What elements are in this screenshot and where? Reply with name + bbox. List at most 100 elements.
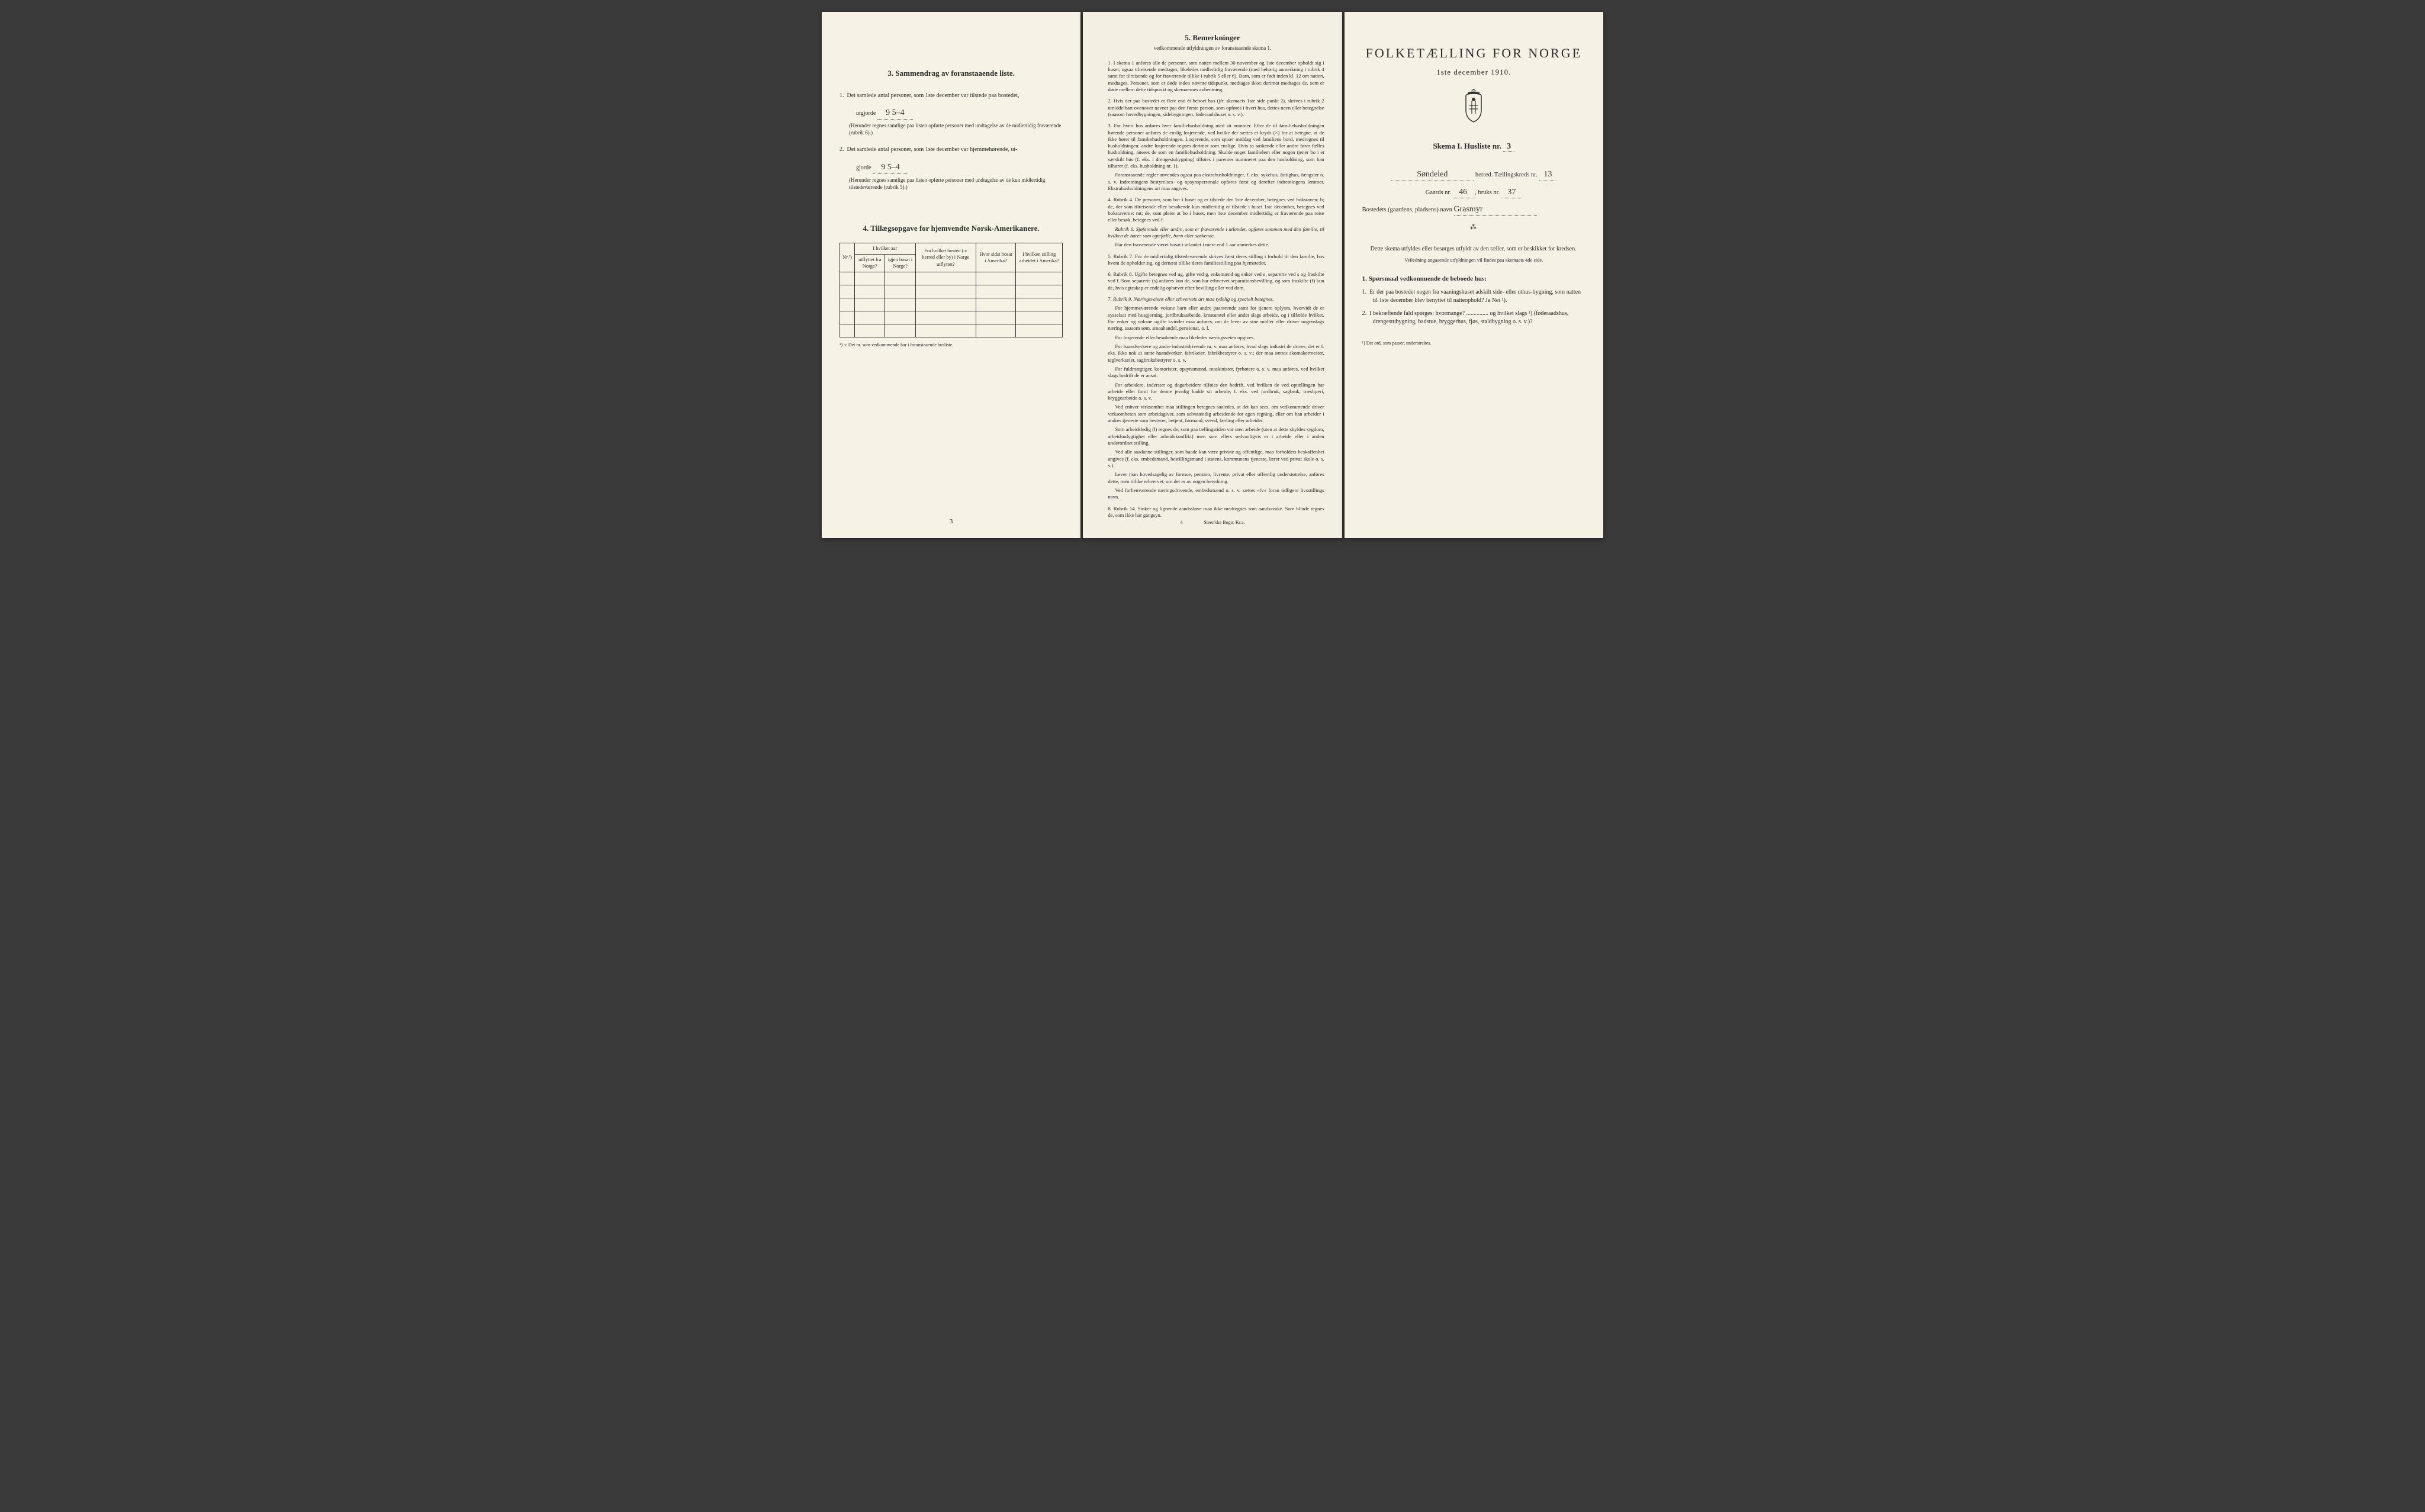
herred-value: Søndeled (1391, 169, 1474, 181)
table-cell (885, 311, 915, 324)
r7-p9: Ved forhenværende næringsdrivende, embed… (1108, 487, 1324, 501)
item1-label: utgjorde (856, 110, 876, 117)
bosted-value: Grasmyr (1454, 204, 1537, 216)
th-year-top: I hvilket aar (855, 243, 916, 254)
table-cell (976, 324, 1016, 337)
bosted-line: Bostedets (gaardens, pladsens) navn Gras… (1362, 204, 1585, 216)
table-cell (855, 298, 885, 311)
table-cell (915, 285, 976, 298)
remark-text: Rubrik 8. Ugifte betegnes ved ug, gifte … (1108, 271, 1324, 291)
remark-3-extra: Foranstaaende regler anvendes ogsaa paa … (1108, 172, 1324, 192)
printer-name: Steen'ske Bogtr. Kr.a. (1204, 520, 1244, 525)
page-3: 3. Sammendrag av foranstaaende liste. 1.… (822, 12, 1080, 538)
gaards-nr: 46 (1453, 187, 1474, 199)
remark-text: Rubrik 4. De personer, som bor i huset o… (1108, 197, 1324, 223)
page-number: 4 (1180, 520, 1182, 525)
census-title: FOLKETÆLLING FOR NORGE (1362, 44, 1585, 62)
emigrant-table: Nr.¹) I hvilket aar Fra hvilket bosted (… (840, 243, 1063, 337)
printer-line: 4 Steen'ske Bogtr. Kr.a. (1083, 520, 1342, 526)
question-1: 1. Er der paa bostedet nogen fra vaaning… (1362, 288, 1585, 305)
summary-item-1: 1. Det samlede antal personer, som 1ste … (840, 92, 1063, 100)
remark-5: 5. Rubrik 7. For de midlertidig tilstede… (1108, 253, 1324, 267)
item2-value-line: gjorde 9 5–4 (856, 162, 1063, 174)
remark-8: 8. Rubrik 14. Sinker og lignende aandssl… (1108, 506, 1324, 519)
table-cell (976, 311, 1016, 324)
page-number: 3 (822, 517, 1080, 526)
table-cell (855, 272, 885, 285)
table-cell (885, 324, 915, 337)
item1-value-line: utgjorde 9 5–4 (856, 108, 1063, 120)
th-emigrated: utflyttet fra Norge? (855, 254, 885, 272)
table-cell (915, 298, 976, 311)
table-cell (1016, 324, 1063, 337)
remark-text: Rubrik 7. For de midlertidig tilstedevær… (1108, 253, 1324, 266)
ornament-icon: ⁂ (1362, 223, 1585, 232)
r7-p4: For arbeidere, inderster og dagarbeidere… (1108, 382, 1324, 402)
instruction-main: Dette skema utfyldes eller besørges utfy… (1362, 245, 1585, 253)
table-cell (1016, 311, 1063, 324)
table-cell (840, 298, 855, 311)
bruks-nr: 37 (1501, 187, 1522, 199)
table-cell (840, 311, 855, 324)
page-4: 5. Bemerkninger vedkommende utfyldningen… (1083, 12, 1342, 538)
herred-label: herred. Tællingskreds nr. (1475, 172, 1538, 178)
table-cell (1016, 272, 1063, 285)
remark-text: Hvis der paa bostedet er flere end ét be… (1108, 98, 1324, 117)
r7-p1: For losjerende eller besøkende maa likel… (1108, 334, 1324, 341)
item2-label: gjorde (856, 165, 871, 171)
table-cell (976, 285, 1016, 298)
remark-4-extra1: Rubrik 6. Sjøfarende eller andre, som er… (1108, 226, 1324, 240)
gaards-line: Gaards nr. 46 , bruks nr. 37 (1362, 187, 1585, 199)
th-returned: igjen bosat i Norge? (885, 254, 915, 272)
r7-p7: Ved alle saadanne stillinger, som baade … (1108, 449, 1324, 469)
table-cell (855, 285, 885, 298)
remark-6: 6. Rubrik 8. Ugifte betegnes ved ug, gif… (1108, 271, 1324, 291)
table-footnote: ¹) ɔ: Det nr. som vedkommende har i fora… (840, 342, 1063, 349)
r7-p5: Ved enhver virksomhet maa stillingen bet… (1108, 404, 1324, 424)
skema-line: Skema I. Husliste nr. 3 (1362, 141, 1585, 153)
bruks-label: , bruks nr. (1475, 189, 1500, 196)
item1-value: 9 5–4 (877, 108, 913, 120)
skema-label: Skema I. Husliste nr. (1433, 141, 1501, 150)
bosted-label: Bostedets (gaardens, pladsens) navn (1362, 207, 1452, 213)
summary-item-2: 2. Det samlede antal personer, som 1ste … (840, 146, 1063, 154)
r7-p3: For fuldmægtiger, kontorister, opsynsmæn… (1108, 366, 1324, 379)
document-spread: 3. Sammendrag av foranstaaende liste. 1.… (822, 12, 1603, 538)
gaards-label: Gaards nr. (1426, 189, 1451, 196)
r7-p2: For haandverkere og andre industridriven… (1108, 343, 1324, 363)
table-cell (915, 324, 976, 337)
remarks-title: 5. Bemerkninger (1101, 33, 1324, 43)
q1-text: Er der paa bostedet nogen fra vaaningshu… (1369, 289, 1581, 304)
item1-note: (Herunder regnes samtlige paa listen opf… (849, 122, 1063, 136)
census-date: 1ste december 1910. (1362, 67, 1585, 78)
th-from: Fra hvilket bosted (ɔ: herred eller by) … (915, 243, 976, 272)
question-2: 2. I bekræftende fald spørges: hvormange… (1362, 310, 1585, 326)
remark-4-extra2: Har den fraværende været bosat i utlande… (1108, 242, 1324, 248)
remark-text: Rubrik 9. Næringsveiens eller erhvervets… (1113, 296, 1274, 302)
question-heading: 1. Spørsmaal vedkommende de beboede hus: (1362, 275, 1585, 284)
table-cell (840, 285, 855, 298)
table-cell (855, 324, 885, 337)
table-cell (1016, 285, 1063, 298)
item2-note: (Herunder regnes samtlige paa listen opf… (849, 176, 1063, 191)
instruction-note: Veiledning angaaende utfyldningen vil fi… (1362, 257, 1585, 264)
remark-2: 2. Hvis der paa bostedet er flere end ét… (1108, 98, 1324, 118)
remark-3: 3. For hvert hus anføres hver familiehus… (1108, 123, 1324, 192)
r7-p0: For hjemmeværende voksne barn eller andr… (1108, 305, 1324, 332)
table-cell (855, 311, 885, 324)
herred-line: Søndeled herred. Tællingskreds nr. 13 (1362, 169, 1585, 181)
section-4-title: 4. Tillægsopgave for hjemvendte Norsk-Am… (840, 223, 1063, 234)
kreds-nr: 13 (1539, 169, 1556, 181)
page-1-cover: FOLKETÆLLING FOR NORGE 1ste december 191… (1345, 12, 1603, 538)
th-where: Hvor sidst bosat i Amerika? (976, 243, 1016, 272)
q2-text: I bekræftende fald spørges: hvormange? .… (1369, 310, 1568, 325)
remarks-subtitle: vedkommende utfyldningen av foranstaaend… (1101, 44, 1324, 52)
remark-text: Rubrik 14. Sinker og lignende aandssløve… (1108, 506, 1324, 518)
table-cell (840, 272, 855, 285)
item2-text: Det samlede antal personer, som 1ste dec… (847, 146, 1018, 153)
r7-p8: Lever man hovedsagelig av formue, pensio… (1108, 471, 1324, 485)
table-cell (885, 285, 915, 298)
item1-text: Det samlede antal personer, som 1ste dec… (847, 92, 1019, 99)
table-cell (976, 272, 1016, 285)
table-cell (976, 298, 1016, 311)
